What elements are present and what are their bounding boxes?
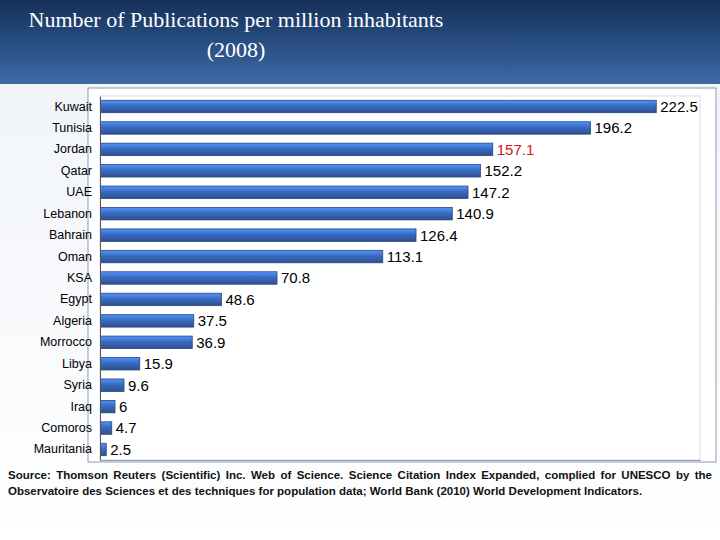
bar xyxy=(100,272,277,284)
tick: Lebanon xyxy=(43,207,100,221)
tick: Egypt xyxy=(60,292,100,306)
bar xyxy=(100,100,656,112)
chart-title: Number of Publications per million inhab… xyxy=(29,7,444,62)
data-label: 2.5 xyxy=(110,441,131,458)
tick: UAE xyxy=(66,185,100,199)
tick: Morrocco xyxy=(40,335,100,349)
tick-label: Jordan xyxy=(54,142,92,156)
bar xyxy=(100,143,493,155)
bar xyxy=(100,207,452,219)
tick-label: UAE xyxy=(66,185,92,199)
tick: Comoros xyxy=(41,421,100,435)
tick: Mauritania xyxy=(34,442,100,456)
data-label: 113.1 xyxy=(387,248,423,265)
tick: KSA xyxy=(67,271,100,285)
data-label: 152.2 xyxy=(485,162,523,179)
data-label: 4.7 xyxy=(116,419,137,436)
data-label: 196.2 xyxy=(595,119,633,136)
data-label: 126.4 xyxy=(420,227,458,244)
header-band xyxy=(0,0,720,84)
data-label: 6 xyxy=(119,398,127,415)
tick-label: Comoros xyxy=(41,421,92,435)
data-labels: 222.5 196.2 157.1 152.2 147.2 140.9 126.4 113.1… xyxy=(110,98,698,458)
data-label: 37.5 xyxy=(198,312,227,329)
tick-label: Qatar xyxy=(61,164,92,178)
tick: Jordan xyxy=(54,142,100,156)
bar xyxy=(100,358,140,370)
tick-label: Kuwait xyxy=(54,100,92,114)
tick-label: Mauritania xyxy=(34,442,92,456)
chart-title-line: (2008) xyxy=(207,37,266,62)
axis-line xyxy=(101,460,701,461)
tick: Qatar xyxy=(61,164,100,178)
axis-line xyxy=(100,97,101,461)
data-label: 48.6 xyxy=(226,291,255,308)
bar xyxy=(100,379,124,391)
value-axis xyxy=(101,460,701,461)
data-label: 147.2 xyxy=(472,184,510,201)
data-label: 157.1 xyxy=(497,141,535,158)
tick-label: Oman xyxy=(58,250,92,264)
tick-label: Iraq xyxy=(70,400,92,414)
bar xyxy=(100,400,115,412)
bar xyxy=(100,229,416,241)
tick: Iraq xyxy=(70,400,100,414)
bar xyxy=(100,186,468,198)
bars xyxy=(100,100,656,455)
tick-label: Lebanon xyxy=(43,207,92,221)
tick: Libya xyxy=(62,357,100,371)
tick: Tunisia xyxy=(52,121,100,135)
tick: Bahrain xyxy=(49,228,100,242)
tick: Kuwait xyxy=(54,100,100,114)
bar xyxy=(100,336,192,348)
tick-label: Syria xyxy=(64,378,93,392)
bar xyxy=(100,122,591,134)
plot-frame xyxy=(100,96,700,460)
tick-label: Egypt xyxy=(60,292,92,306)
bar xyxy=(100,315,194,327)
tick-label: Tunisia xyxy=(52,121,92,135)
chart-title-line: Number of Publications per million inhab… xyxy=(29,7,444,32)
bar xyxy=(100,422,112,434)
data-label: 140.9 xyxy=(456,205,494,222)
source-note: Source: Thomson Reuters (Scientific) Inc… xyxy=(8,468,712,500)
tick-label: Libya xyxy=(62,357,92,371)
data-label: 222.5 xyxy=(660,98,698,115)
chart-panel xyxy=(88,88,716,462)
data-label: 9.6 xyxy=(128,377,149,394)
tick: Oman xyxy=(58,250,100,264)
tick: Syria xyxy=(64,378,100,392)
bar xyxy=(100,293,222,305)
tick-label: Algeria xyxy=(53,314,92,328)
bar xyxy=(100,250,383,262)
chart-root: Number of Publications per million inhab… xyxy=(0,0,720,540)
category-axis: Kuwait Tunisia Jordan Qatar UAE Lebanon Bahrai… xyxy=(34,97,101,461)
tick: Algeria xyxy=(53,314,100,328)
data-label: 36.9 xyxy=(196,334,225,351)
data-label: 15.9 xyxy=(144,355,173,372)
chart-svg: Number of Publications per million inhab… xyxy=(0,0,720,540)
tick-label: Bahrain xyxy=(49,228,92,242)
tick-label: Morrocco xyxy=(40,335,92,349)
bar xyxy=(100,165,481,177)
data-label: 70.8 xyxy=(281,269,310,286)
tick-label: KSA xyxy=(67,271,93,285)
